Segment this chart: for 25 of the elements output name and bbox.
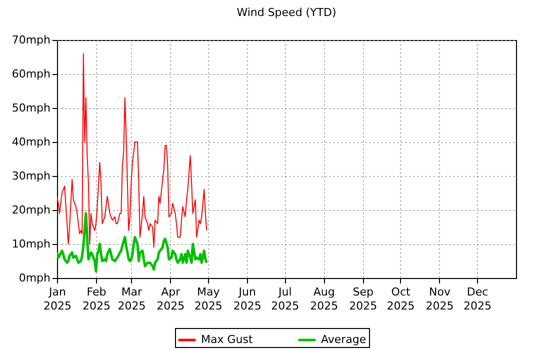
line-series: [57, 53, 208, 248]
x-tick-label: Sep 2025: [349, 286, 378, 312]
x-tick-label: Jan 2025: [44, 286, 72, 312]
x-tick-label: Dec 2025: [464, 286, 492, 312]
y-tick-label: 0mph: [18, 272, 51, 284]
x-tick-label: Oct 2025: [386, 286, 415, 312]
y-tick-label: 60mph: [12, 68, 51, 80]
y-tick-label: 70mph: [12, 34, 51, 46]
y-tick-label: 10mph: [12, 238, 51, 250]
y-tick-label: 20mph: [12, 204, 51, 216]
legend-label: Average: [321, 333, 366, 346]
line-series: [57, 212, 208, 272]
chart-title: Wind Speed (YTD): [236, 6, 336, 19]
x-tick-label: Aug 2025: [310, 286, 338, 312]
x-tick-label: Jul 2025: [271, 286, 300, 312]
x-tick-label: Feb 2025: [82, 286, 110, 312]
x-tick-label: Nov 2025: [426, 286, 454, 312]
legend-label: Max Gust: [201, 333, 254, 346]
y-tick-label: 40mph: [12, 136, 51, 148]
x-tick-label: Apr 2025: [156, 286, 185, 312]
y-tick-label: 30mph: [12, 170, 51, 182]
y-tick-label: 50mph: [12, 102, 51, 114]
x-tick-label: Jun 2025: [233, 286, 262, 312]
x-tick-label: May 2025: [194, 286, 222, 312]
x-tick-label: Mar 2025: [118, 286, 146, 312]
